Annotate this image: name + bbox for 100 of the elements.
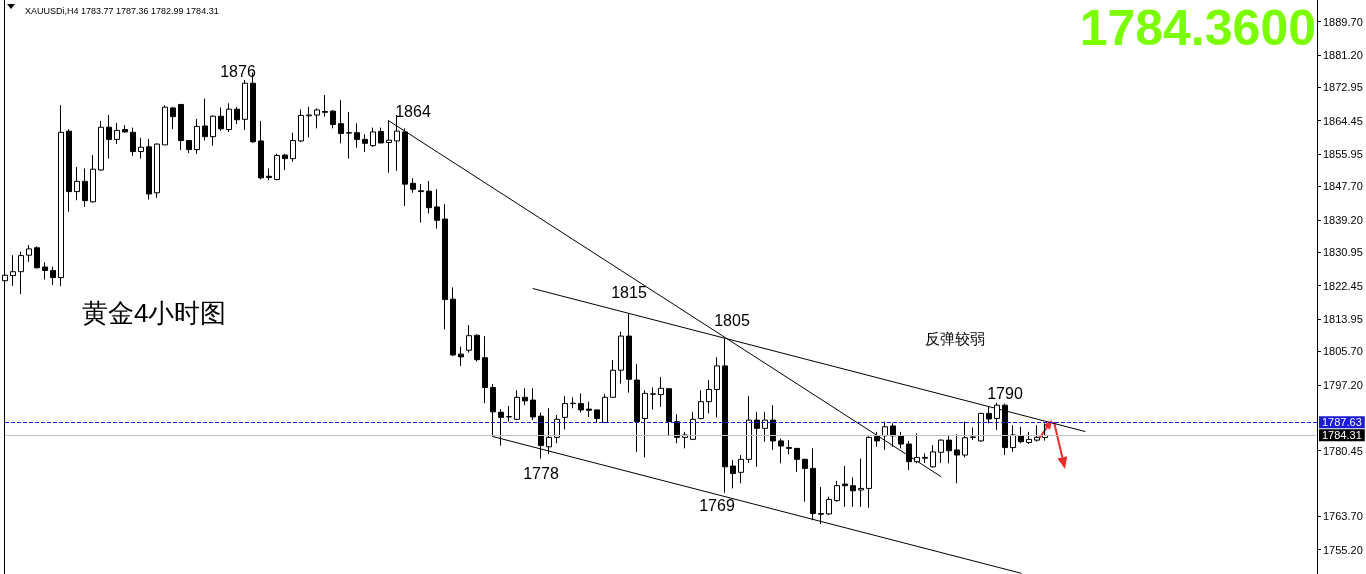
candlestick (290, 132, 296, 163)
candlestick (234, 106, 240, 125)
candlestick (626, 312, 632, 394)
candlestick (882, 421, 888, 451)
text: XAUUSDi,H4 1783.77 1787.36 1782.99 1784.31 (25, 5, 219, 16)
candlestick (754, 411, 760, 468)
candlestick (826, 496, 832, 516)
candlestick (242, 79, 248, 131)
y-tick-label: 1797.20 (1323, 378, 1363, 391)
candlestick (530, 387, 536, 421)
annotation: 1784.3600 (1079, 0, 1316, 56)
candlestick (82, 167, 88, 208)
y-tick-label: 1805.70 (1323, 345, 1363, 358)
candlestick (346, 111, 352, 160)
candlestick (930, 444, 936, 469)
candlestick (514, 389, 520, 421)
annotation: 1778 (523, 464, 559, 482)
y-tick-label: 1839.20 (1323, 213, 1363, 226)
candlestick (338, 99, 344, 144)
candlestick (162, 104, 168, 146)
candlestick (202, 98, 208, 142)
candlestick (562, 395, 568, 431)
candlestick (610, 359, 616, 398)
annotation: 1815 (611, 283, 647, 301)
candlestick (714, 356, 720, 418)
annotation: 1790 (987, 384, 1023, 402)
candlestick (410, 177, 416, 194)
candlestick (418, 183, 424, 224)
candlestick (1010, 424, 1016, 453)
candlestick (730, 459, 736, 489)
candlestick (914, 432, 920, 464)
candlestick (522, 387, 528, 406)
candlestick (922, 452, 928, 464)
candlestick (802, 458, 808, 503)
candlestick (834, 480, 840, 503)
candlestick (650, 387, 656, 410)
candlestick (146, 138, 152, 200)
candlestick (738, 454, 744, 484)
candlestick (194, 118, 200, 155)
candlestick (34, 245, 40, 270)
candlestick (634, 363, 640, 453)
candlestick (330, 109, 336, 129)
candlestick (962, 421, 968, 458)
candlestick (786, 439, 792, 455)
candlestick (106, 114, 112, 160)
y-tick-label: 1881.20 (1323, 48, 1363, 61)
ref-line-label: 1784.31 (1322, 429, 1362, 442)
candlestick (354, 122, 360, 149)
candlestick (170, 106, 176, 130)
candlestick (50, 266, 56, 286)
candlestick (586, 401, 592, 418)
y-tick-label: 1855.95 (1323, 148, 1363, 161)
candlestick (266, 167, 272, 181)
candlestick (282, 153, 288, 171)
candlestick (946, 434, 952, 464)
candlestick (482, 335, 488, 404)
candlestick (706, 379, 712, 414)
annotation: 反弹较弱 (925, 330, 985, 347)
candlestick (970, 427, 976, 441)
candlestick (746, 395, 752, 464)
candlestick (226, 102, 232, 133)
candlestick (666, 388, 672, 437)
candlestick (474, 333, 480, 363)
candlestick (674, 413, 680, 444)
y-tick-label: 1864.45 (1323, 114, 1363, 127)
candlestick (866, 435, 872, 509)
candlestick (186, 140, 192, 154)
candlestick (402, 127, 408, 207)
candlestick (90, 154, 96, 204)
candlestick (42, 261, 48, 281)
candlestick (698, 389, 704, 420)
annotation: 1876 (220, 63, 256, 80)
candlestick (138, 137, 144, 160)
candlestick (210, 114, 216, 147)
candlestick (434, 188, 440, 229)
candlestick (178, 103, 184, 151)
candlestick (322, 94, 328, 118)
y-tick-label: 1780.45 (1323, 444, 1363, 457)
candlestick (506, 405, 512, 423)
candlestick (18, 251, 24, 295)
candlestick (458, 346, 464, 367)
candlestick (130, 127, 136, 157)
y-tick-label: 1763.70 (1323, 510, 1363, 523)
candlestick (570, 396, 576, 409)
y-tick-label: 1755.20 (1323, 543, 1363, 556)
y-tick-label: 1813.95 (1323, 313, 1363, 325)
y-tick-label: 1889.70 (1323, 15, 1363, 28)
candlestick (986, 406, 992, 424)
candlestick (426, 180, 432, 215)
candlestick (642, 389, 648, 458)
y-tick-label: 1847.70 (1323, 180, 1363, 193)
candlestick (370, 127, 376, 148)
candlestick (306, 106, 312, 138)
candlestick (890, 422, 896, 448)
candlestick (114, 122, 120, 145)
candlestick (1034, 424, 1040, 443)
candlestick (906, 440, 912, 471)
candlestick (762, 411, 768, 443)
annotation: 1769 (699, 496, 735, 514)
candlestick (850, 476, 856, 508)
